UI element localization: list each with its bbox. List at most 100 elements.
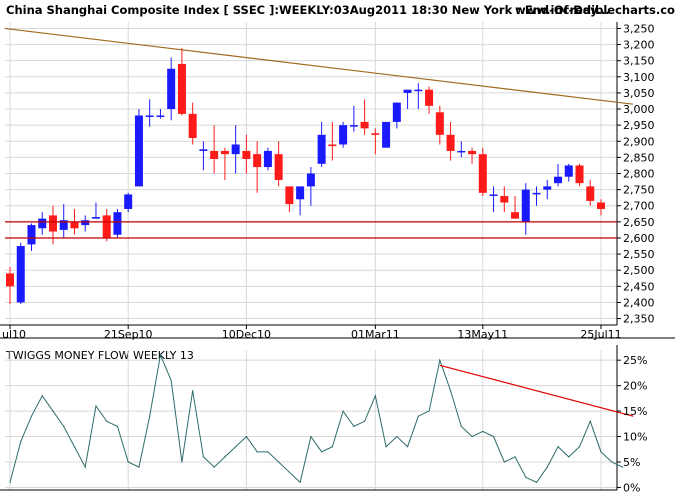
candle-body	[113, 212, 122, 235]
candle-body	[81, 220, 90, 226]
x-tick-label: 21Sep10	[104, 328, 153, 341]
candle-body	[457, 150, 466, 153]
money-flow-point	[245, 435, 247, 438]
money-flow-point	[492, 435, 495, 438]
candle-body	[145, 115, 154, 117]
money-flow-point	[116, 425, 119, 427]
candle	[124, 192, 133, 213]
indicator-title: TWIGGS MONEY FLOW WEEKLY 13	[5, 349, 194, 362]
money-flow-point	[535, 481, 538, 483]
candle	[6, 266, 14, 305]
candle-body	[296, 186, 305, 200]
money-flow-point	[20, 441, 22, 443]
chart-title: China Shanghai Composite Index [ SSEC ]:…	[6, 3, 610, 17]
candle	[414, 83, 423, 110]
mf-y-tick-label: 15%	[623, 405, 647, 418]
money-flow-point	[353, 425, 355, 427]
candle	[403, 89, 412, 110]
money-flow-point	[170, 379, 172, 382]
resistance-trendline	[4, 27, 634, 105]
candle	[457, 141, 466, 158]
money-flow-point	[578, 446, 581, 448]
candle-body	[220, 150, 229, 155]
money-flow-point	[159, 354, 162, 356]
candle-body	[586, 186, 595, 201]
candle-body	[274, 154, 283, 180]
money-flow-point	[95, 405, 97, 407]
candle	[188, 102, 197, 145]
money-flow-point	[568, 456, 570, 458]
mf-y-axis: 25% 20% 15% 10% 5% 0%	[617, 354, 647, 494]
candle-body	[16, 246, 25, 303]
y-tick-label: 2,800	[623, 168, 655, 181]
candle	[38, 212, 47, 235]
candle	[263, 147, 272, 171]
money-flow-point	[428, 410, 430, 412]
site-link[interactable]: www.incrediblecharts.com	[515, 3, 675, 17]
candle	[435, 105, 444, 145]
candle	[500, 186, 509, 213]
mf-y-tick-label: 0%	[623, 481, 640, 494]
y-tick-label: 2,850	[623, 151, 655, 164]
money-flow-point	[331, 446, 333, 448]
money-flow-point	[482, 430, 484, 433]
y-tick-label: 3,100	[623, 71, 655, 84]
candle-body	[575, 165, 584, 184]
candle-body	[500, 196, 509, 203]
candle	[134, 109, 143, 187]
money-flow-point	[503, 461, 505, 463]
money-flow-line	[9, 353, 623, 484]
candle	[586, 179, 595, 206]
candle	[392, 102, 401, 129]
y-tick-label: 2,750	[623, 184, 655, 197]
candle	[199, 141, 208, 171]
y-tick-label: 3,200	[623, 39, 655, 52]
candle	[328, 121, 337, 161]
candle	[156, 109, 165, 119]
mf-y-tick-label: 5%	[623, 456, 640, 469]
money-flow-point	[557, 446, 559, 448]
candle	[489, 186, 498, 213]
candle-body	[328, 144, 337, 147]
money-flow-point	[417, 415, 419, 417]
candle	[532, 186, 541, 206]
candle-body	[102, 215, 111, 238]
candle-body	[446, 134, 455, 151]
money-flow-point	[396, 435, 398, 438]
candle-body	[511, 212, 520, 219]
money-flow-point	[9, 481, 11, 483]
candle-body	[70, 221, 79, 229]
candle-body	[339, 125, 348, 145]
candle	[48, 205, 57, 245]
candle	[317, 121, 326, 168]
money-flow-point	[621, 466, 624, 468]
candle-body	[156, 115, 165, 117]
money-flow-point	[106, 420, 108, 422]
mf-frame	[0, 337, 675, 491]
x-tick-label: ul10	[2, 328, 26, 341]
candle-body	[38, 218, 47, 229]
candle-body	[317, 134, 326, 164]
candle-body	[59, 220, 68, 230]
money-flow-point	[235, 446, 237, 448]
candle	[102, 208, 111, 242]
money-flow-trendline	[439, 364, 634, 417]
mf-y-tick-label: 25%	[623, 354, 647, 367]
x-tick-label: 10Dec10	[222, 328, 271, 341]
candle	[360, 99, 369, 135]
mf-grid	[5, 350, 617, 490]
money-flow-series	[9, 353, 634, 484]
candle-body	[253, 154, 262, 168]
candle	[167, 57, 176, 121]
mf-y-tick-label: 10%	[623, 431, 647, 444]
candle-body	[48, 215, 57, 232]
candle	[339, 121, 348, 148]
money-flow-point	[600, 451, 602, 453]
money-flow-point	[127, 461, 129, 463]
y-tick-label: 3,000	[623, 103, 655, 116]
candle-body	[392, 102, 401, 122]
candle-body	[543, 186, 552, 190]
candle-body	[91, 217, 100, 219]
y-tick-label: 2,700	[623, 200, 655, 213]
money-flow-point	[321, 451, 323, 453]
